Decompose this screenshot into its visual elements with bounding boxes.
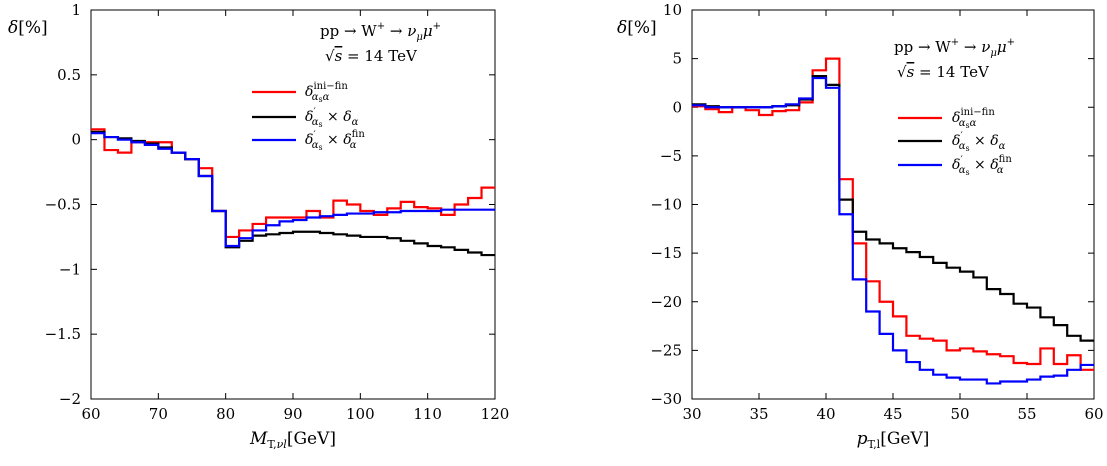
series-line-1 — [91, 128, 495, 239]
x-tick-label: 55 — [1017, 405, 1036, 423]
y-tick-label: 0 — [672, 98, 682, 116]
series-group — [692, 57, 1094, 385]
energy-annotation: √s = 14 TeV — [325, 47, 418, 65]
legend-label: δ′ αs × δα — [952, 131, 1006, 153]
energy-annotation: √s = 14 TeV — [897, 63, 990, 81]
y-tick-label: 10 — [663, 1, 682, 19]
series-line-3 — [91, 132, 495, 248]
y-tick-label: 5 — [672, 50, 682, 68]
legend-label: δini−fin αsα — [952, 107, 995, 130]
y-tick-label: 0.5 — [57, 66, 81, 84]
chart-panel-2: 30 35 40 45 50 55 60 −30 −25 −20 −15 −10 −5 0 5 10 δ[%] p… — [617, 1, 1104, 451]
plot-frame — [90, 9, 496, 400]
x-tick-label: 120 — [481, 405, 510, 423]
chart-panel-1: 60 70 80 90 100 110 120 −2 −1.5 −1 −0.5 0 0.5 1 δ[%] MT… — [8, 1, 509, 451]
x-tick-label: 80 — [216, 405, 235, 423]
legend-label: δini−fin αsα — [305, 81, 348, 104]
process-annotation: pp → W+ → νμμ+ — [894, 37, 1015, 59]
x-tick-label: 50 — [950, 405, 969, 423]
y-tick-label: −1 — [59, 260, 81, 278]
y-tick-label: −20 — [650, 293, 682, 311]
x-axis-label: MT,νl[GeV] — [249, 429, 336, 451]
x-tick-label: 60 — [81, 405, 100, 423]
y-tick-label: −0.5 — [45, 196, 81, 214]
y-tick-label: −1.5 — [45, 325, 81, 343]
legend-label: δ′ αs × δfin α — [305, 129, 365, 152]
x-tick-label: 70 — [149, 405, 168, 423]
series-group — [91, 128, 495, 257]
y-tick-label: −15 — [650, 244, 682, 262]
y-tick-label: −25 — [650, 341, 682, 359]
y-tick-label: 0 — [71, 131, 81, 149]
x-tick-label: 90 — [283, 405, 302, 423]
y-tick-label: −2 — [59, 390, 81, 408]
x-tick-label: 45 — [883, 405, 902, 423]
legend: δini−fin αsα δ′ αs × δαδ′ αs × δfin α — [252, 81, 365, 152]
y-axis-label: δ[%] — [8, 18, 48, 38]
y-axis-label: δ[%] — [617, 18, 657, 38]
x-tick-label: 110 — [413, 405, 442, 423]
legend-label: δ′ αs × δα — [305, 107, 359, 129]
x-tick-label: 35 — [749, 405, 768, 423]
y-tick-label: −5 — [660, 147, 682, 165]
process-annotation: pp → W+ → νμμ+ — [320, 21, 441, 43]
series-line-1 — [692, 57, 1094, 371]
x-tick-label: 30 — [682, 405, 701, 423]
series-line-3 — [692, 76, 1094, 385]
legend-label: δ′ αs × δfin α — [952, 154, 1012, 177]
x-tick-label: 60 — [1084, 405, 1103, 423]
x-axis-label: pT,l[GeV] — [857, 429, 930, 451]
y-tick-label: −30 — [650, 390, 682, 408]
x-tick-label: 100 — [346, 405, 375, 423]
y-tick-label: −10 — [650, 196, 682, 214]
y-tick-label: 1 — [71, 1, 81, 19]
series-line-2 — [91, 130, 495, 257]
x-tick-label: 40 — [816, 405, 835, 423]
